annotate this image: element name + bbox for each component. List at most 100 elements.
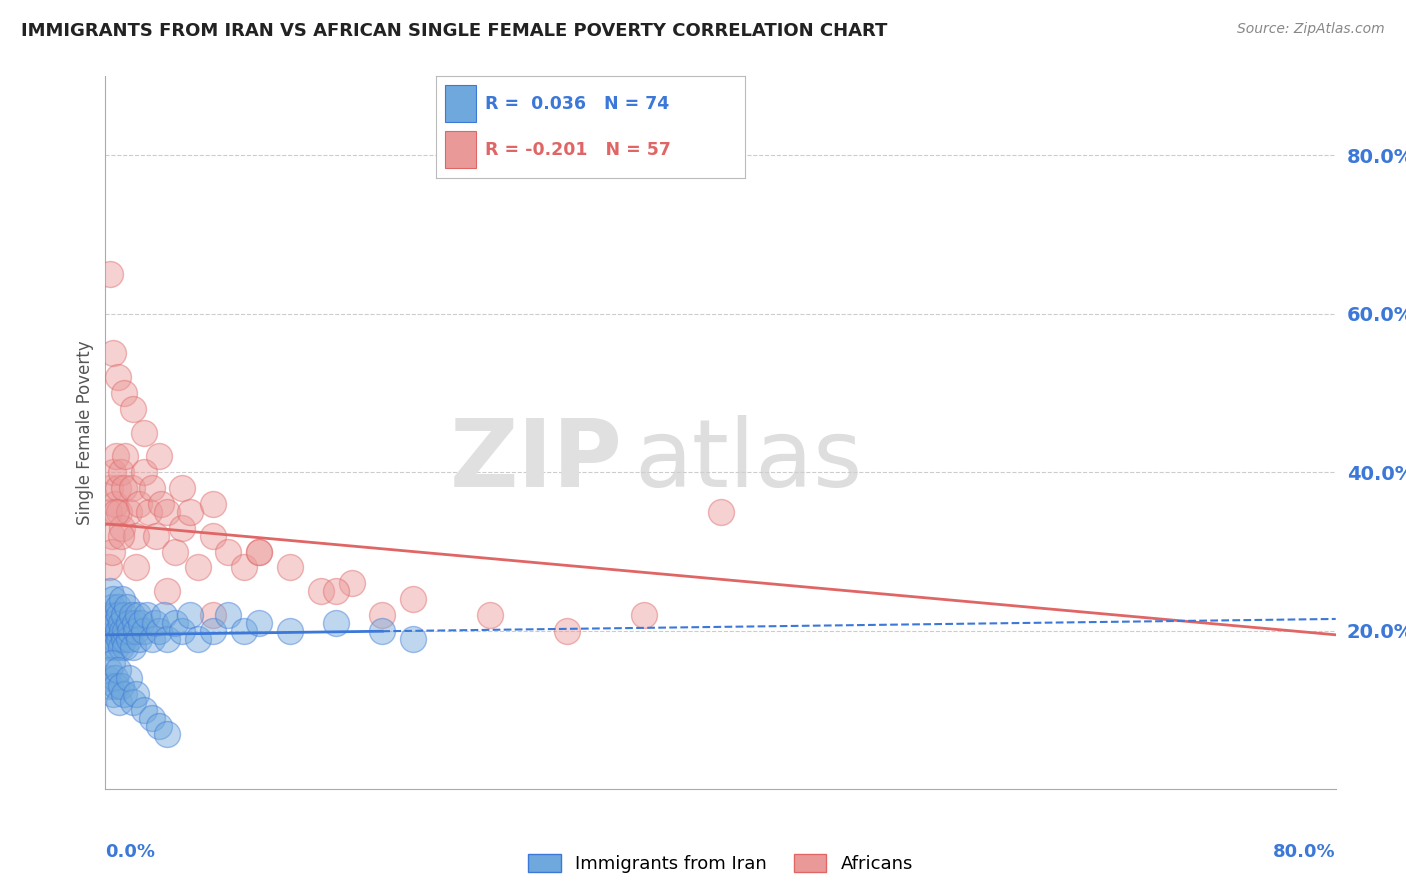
Point bbox=[145, 529, 167, 543]
Point bbox=[232, 560, 254, 574]
Point bbox=[98, 615, 121, 630]
Point bbox=[128, 632, 150, 646]
Point bbox=[156, 505, 179, 519]
Point bbox=[149, 497, 172, 511]
Point bbox=[100, 544, 122, 558]
Point bbox=[112, 607, 135, 622]
Point bbox=[132, 703, 155, 717]
Bar bbox=[446, 131, 477, 168]
Text: R = -0.201   N = 57: R = -0.201 N = 57 bbox=[485, 141, 671, 159]
Point bbox=[124, 615, 146, 630]
Point bbox=[112, 386, 135, 401]
Point bbox=[371, 624, 394, 638]
Point bbox=[110, 465, 132, 479]
Point bbox=[111, 521, 134, 535]
Point bbox=[187, 560, 209, 574]
Point bbox=[115, 600, 138, 615]
Point bbox=[125, 687, 148, 701]
Point bbox=[114, 450, 136, 464]
Point bbox=[278, 560, 301, 574]
Point bbox=[104, 672, 127, 686]
Point bbox=[105, 679, 128, 693]
Point bbox=[371, 607, 394, 622]
Text: 80.0%: 80.0% bbox=[1272, 843, 1336, 861]
Point bbox=[122, 640, 145, 654]
Point bbox=[101, 687, 124, 701]
Point bbox=[129, 615, 152, 630]
Point bbox=[156, 727, 179, 741]
Point bbox=[122, 695, 145, 709]
Point bbox=[172, 481, 194, 495]
Point bbox=[340, 576, 363, 591]
Point bbox=[108, 695, 131, 709]
Point bbox=[156, 632, 179, 646]
Point bbox=[104, 632, 127, 646]
Bar bbox=[446, 85, 477, 122]
Point bbox=[100, 656, 122, 670]
Point bbox=[325, 584, 347, 599]
Point bbox=[98, 584, 121, 599]
Point bbox=[121, 481, 143, 495]
Point bbox=[117, 505, 139, 519]
Point bbox=[148, 624, 170, 638]
Legend: Immigrants from Iran, Africans: Immigrants from Iran, Africans bbox=[520, 847, 921, 880]
Point bbox=[117, 632, 139, 646]
Point bbox=[101, 465, 124, 479]
Point bbox=[218, 607, 240, 622]
Point bbox=[136, 607, 159, 622]
Point bbox=[108, 632, 131, 646]
Point bbox=[710, 505, 733, 519]
Point bbox=[555, 624, 578, 638]
Point bbox=[202, 607, 225, 622]
Point bbox=[247, 544, 270, 558]
Point bbox=[128, 497, 150, 511]
Point bbox=[187, 632, 209, 646]
Point bbox=[232, 624, 254, 638]
Point bbox=[141, 711, 163, 725]
Point bbox=[122, 401, 145, 416]
Point bbox=[218, 544, 240, 558]
Point bbox=[110, 679, 132, 693]
Point bbox=[202, 624, 225, 638]
Point bbox=[112, 632, 135, 646]
Point bbox=[96, 640, 118, 654]
Point bbox=[97, 560, 120, 574]
Point bbox=[105, 640, 128, 654]
Point bbox=[107, 600, 129, 615]
Point bbox=[114, 624, 136, 638]
Point bbox=[114, 640, 136, 654]
Point bbox=[247, 615, 270, 630]
Point bbox=[402, 632, 425, 646]
Point bbox=[120, 624, 141, 638]
Point bbox=[132, 425, 155, 440]
Point bbox=[98, 481, 121, 495]
Text: IMMIGRANTS FROM IRAN VS AFRICAN SINGLE FEMALE POVERTY CORRELATION CHART: IMMIGRANTS FROM IRAN VS AFRICAN SINGLE F… bbox=[21, 22, 887, 40]
Point bbox=[325, 615, 347, 630]
Text: atlas: atlas bbox=[634, 415, 863, 508]
Point bbox=[172, 521, 194, 535]
Point bbox=[101, 592, 124, 607]
Point bbox=[478, 607, 501, 622]
Point bbox=[108, 505, 131, 519]
Point bbox=[148, 450, 170, 464]
Point bbox=[278, 624, 301, 638]
Point bbox=[402, 592, 425, 607]
Point bbox=[111, 592, 134, 607]
Point bbox=[163, 544, 186, 558]
Point bbox=[97, 505, 120, 519]
Point bbox=[143, 615, 166, 630]
Point bbox=[127, 607, 149, 622]
Text: Source: ZipAtlas.com: Source: ZipAtlas.com bbox=[1237, 22, 1385, 37]
Point bbox=[107, 664, 129, 678]
Point bbox=[110, 529, 132, 543]
Point bbox=[110, 615, 132, 630]
Point bbox=[309, 584, 332, 599]
Point bbox=[108, 607, 131, 622]
Point bbox=[141, 632, 163, 646]
Point bbox=[117, 615, 139, 630]
Point bbox=[202, 497, 225, 511]
Point bbox=[125, 529, 148, 543]
Point bbox=[110, 640, 132, 654]
Point bbox=[104, 607, 127, 622]
Text: 0.0%: 0.0% bbox=[105, 843, 156, 861]
